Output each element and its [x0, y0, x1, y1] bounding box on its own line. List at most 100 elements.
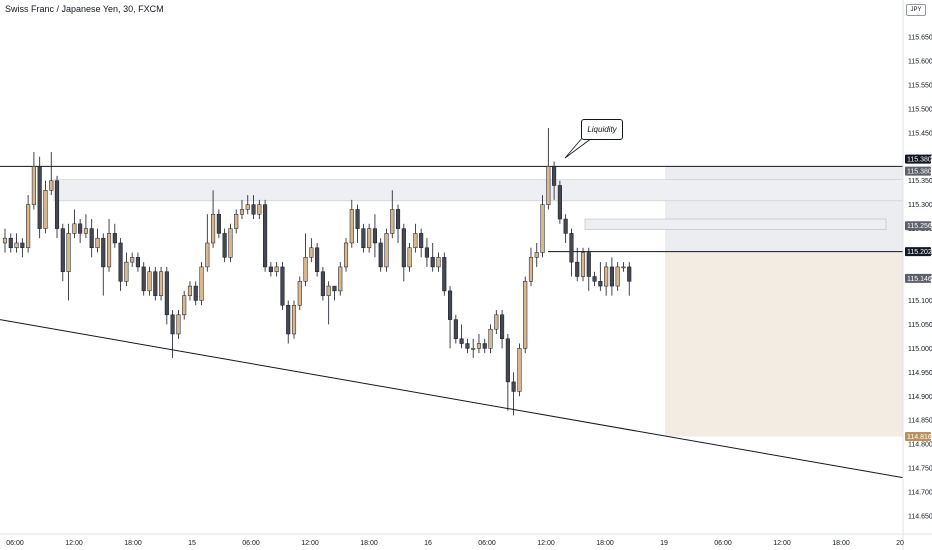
price-tag: 115.146	[905, 273, 932, 283]
candle	[505, 333, 510, 411]
candle-body	[89, 228, 94, 249]
time-tick-label: 12:00	[65, 540, 83, 547]
candle-body	[268, 266, 273, 272]
candle	[540, 195, 545, 258]
candle	[101, 233, 106, 296]
candle-body	[471, 348, 476, 350]
candle	[234, 209, 239, 234]
price-tag-label: 114.816	[907, 434, 932, 441]
time-tick-label: 18:00	[360, 540, 378, 547]
candle	[349, 199, 354, 248]
candle-body	[164, 271, 169, 316]
candle-body	[14, 242, 19, 249]
candle-body	[147, 271, 152, 292]
time-tick-label: 18:00	[832, 540, 850, 547]
candle	[546, 128, 551, 210]
candle	[211, 190, 216, 248]
price-tags: 115.380 115.380 115.256 115.202 115.146 114.8…	[905, 154, 932, 441]
candle	[182, 290, 187, 320]
candle-body	[234, 213, 239, 229]
candle-body	[251, 204, 256, 215]
candle-body	[500, 314, 505, 340]
candle	[471, 338, 476, 358]
price-tag-bg	[905, 273, 931, 283]
candle	[390, 190, 395, 239]
price-tag-bg	[905, 431, 931, 441]
candle	[517, 343, 522, 397]
candle	[609, 257, 614, 296]
candle	[257, 199, 262, 220]
candle	[60, 223, 65, 282]
candle	[424, 238, 429, 267]
candle	[78, 219, 83, 243]
candle-body	[465, 343, 470, 349]
time-tick-label: 12:00	[301, 540, 319, 547]
candle	[598, 262, 603, 291]
candle	[2, 228, 8, 253]
price-tick-label: 115.100	[908, 298, 932, 305]
candle	[291, 300, 297, 339]
candle	[488, 324, 493, 354]
candle	[413, 223, 418, 253]
candle	[89, 219, 94, 258]
candle	[14, 233, 19, 253]
candle-body	[43, 190, 48, 229]
candle-body	[326, 285, 331, 296]
price-tick-label: 115.050	[908, 322, 932, 329]
candle	[534, 242, 539, 267]
price-tick-label: 114.700	[908, 490, 932, 497]
candle	[627, 262, 632, 296]
candle-body	[482, 343, 487, 349]
candle-body	[332, 285, 337, 292]
candle	[482, 338, 487, 354]
candle-body	[505, 338, 510, 383]
candle	[118, 238, 123, 291]
candle-body	[193, 285, 198, 301]
price-tag-label: 115.380	[907, 169, 932, 176]
candle	[130, 252, 135, 267]
candle-body	[528, 257, 534, 282]
candle	[222, 228, 227, 263]
candle-body	[436, 257, 441, 268]
price-tick-label: 115.350	[908, 178, 932, 185]
candle	[245, 195, 250, 215]
candle-body	[291, 304, 297, 335]
candle-body	[54, 180, 60, 229]
candle	[147, 266, 152, 296]
candle-body	[534, 252, 539, 258]
price-tick-label: 115.450	[908, 130, 932, 137]
liquidity-callout[interactable]: Liquidity	[581, 119, 623, 140]
candle-body	[367, 228, 372, 249]
price-tag-bg	[905, 247, 931, 257]
price-tag-bg	[905, 154, 931, 164]
candle-body	[49, 180, 54, 191]
candle-body	[141, 266, 146, 292]
candle-body	[83, 228, 88, 234]
candle	[239, 199, 245, 220]
candle-body	[187, 285, 193, 296]
candle-body	[72, 223, 77, 234]
candle	[436, 252, 441, 272]
time-axis[interactable]: 06:00 12:00 18:00 15 06:00 12:00 18:00 16 06:00 1…	[0, 533, 932, 547]
candle	[187, 281, 193, 301]
candle-body	[523, 281, 528, 349]
candle-body	[2, 237, 8, 244]
candle-body	[101, 237, 106, 268]
candle	[315, 242, 320, 277]
callout-pointer	[564, 136, 593, 159]
candle	[8, 233, 13, 253]
candle-body	[245, 204, 250, 210]
price-tick-label: 115.600	[908, 58, 932, 65]
candle	[43, 180, 48, 234]
candle	[286, 300, 291, 344]
candle-body	[297, 281, 302, 306]
candle	[569, 228, 574, 277]
candle	[326, 281, 331, 325]
candle	[54, 175, 60, 239]
currency-badge[interactable]: JPY	[906, 4, 926, 16]
time-tick-label: 06:00	[714, 540, 732, 547]
candle	[49, 151, 54, 196]
candle-body	[37, 166, 42, 229]
candle-body	[557, 185, 562, 220]
